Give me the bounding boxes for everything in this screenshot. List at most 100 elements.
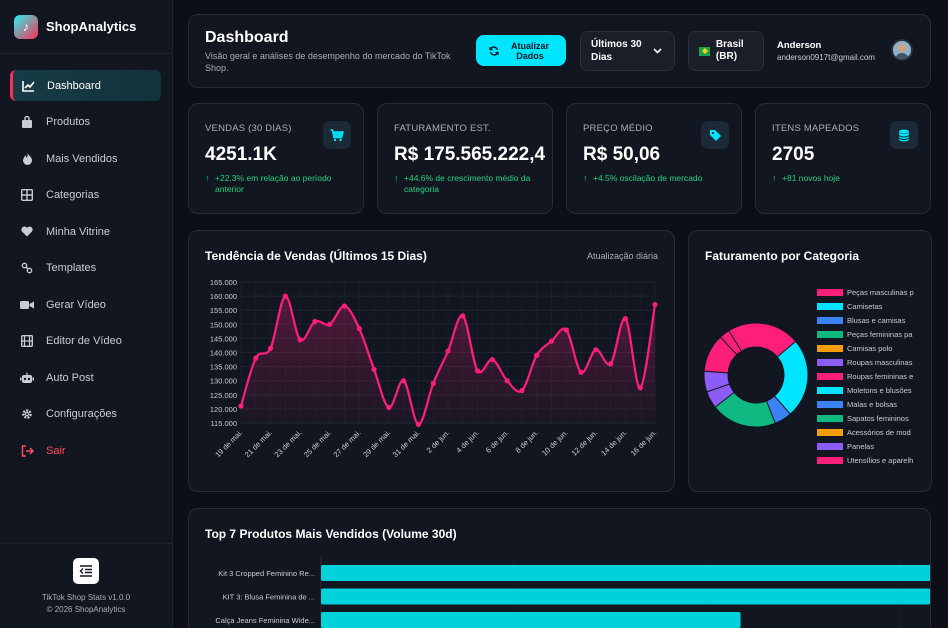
y-tick-label: 125.000 [210,391,237,400]
sidebar-item-minha-vitrine[interactable]: Minha Vitrine [10,216,161,247]
legend-item[interactable]: Peças femininas pa [817,327,917,341]
app-version: TikTok Shop Stats v1.0.0 [41,593,131,602]
y-tick-label: 140.000 [210,349,237,358]
data-point [356,325,362,332]
legend-item[interactable]: Roupas masculinas [817,355,917,369]
legend-item[interactable]: Blusas e camisas [817,313,917,327]
legend-swatch [817,344,843,352]
legend-swatch [817,330,843,338]
y-tick-label: 155.000 [210,306,237,315]
stat-value: R$ 50,06 [583,144,661,165]
data-point [460,313,466,319]
legend-item[interactable]: Camisas polo [817,341,917,355]
fire-icon [20,152,34,166]
legend-swatch [817,414,843,422]
sidebar-item-sair[interactable]: Sair [10,435,161,466]
arrow-up-icon: ↑ [583,173,588,183]
sidebar-item-label: Templates [46,262,97,274]
legend-swatch [817,288,843,296]
data-point [622,316,629,322]
brand[interactable]: ♪ ShopAnalytics [0,0,172,54]
data-point [578,369,584,375]
sales-trend-card: Tendência de Vendas (Últimos 15 Dias) At… [188,230,675,492]
data-point [489,356,495,363]
bag-icon [20,115,34,129]
y-tick-label: 135.000 [210,363,237,372]
sidebar-item-categorias[interactable]: Categorias [10,180,161,211]
refresh-data-button[interactable]: Atualizar Dados [476,35,566,66]
legend-item[interactable]: Roupas femininas e [817,369,917,383]
sidebar-item-dashboard[interactable]: Dashboard [10,70,161,101]
period-select[interactable]: Últimos 30 Dias [580,31,675,71]
stat-card-revenue: FATURAMENTO EST. R$ 175.565.222,4 ↑ +44.6… [377,103,553,214]
cart-icon [323,121,351,149]
x-tick-label: 4 de jun. [454,428,481,455]
sidebar-item-configuracoes[interactable]: Configurações [10,399,161,430]
sidebar-item-produtos[interactable]: Produtos [10,107,161,138]
data-point [312,318,318,325]
legend-item[interactable]: Malas e bolsas [817,397,917,411]
legend-item[interactable]: Acessórios de mod [817,425,917,439]
stat-card-items: ITENS MAPEADOS 2705 ↑ +81 novos hoje [755,103,931,214]
film-icon [20,334,34,348]
copyright: © 2026 ShopAnalytics [46,605,126,614]
sidebar-item-label: Minha Vitrine [46,225,110,238]
grid-icon [20,188,34,202]
arrow-up-icon: ↑ [205,173,210,183]
sidebar-item-mais-vendidos[interactable]: Mais Vendidos [10,143,161,174]
robot-icon [20,371,34,385]
y-tick-label: 120.000 [210,405,237,414]
legend-swatch [817,386,843,394]
legend-item[interactable]: Camisetas [817,299,917,313]
data-point [519,387,525,394]
legend-item[interactable]: Moletons e blusões [817,383,917,397]
data-point [386,404,392,411]
legend-swatch [817,316,843,324]
x-tick-label: 23 de mai. [272,428,303,459]
y-tick-label: 165.000 [210,278,237,287]
top-products-card: Top 7 Produtos Mais Vendidos (Volume 30d… [188,508,931,628]
app-name: ShopAnalytics [46,19,137,34]
bar [321,565,930,581]
menu-collapse-icon [79,565,92,577]
legend-item[interactable]: Utensílios e aparelh [817,453,917,467]
collapse-sidebar-button[interactable] [73,558,99,584]
data-point [341,303,348,309]
legend-item[interactable]: Peças masculinas p [817,285,917,299]
legend-item[interactable]: Panelas [817,439,917,453]
legend-swatch [817,302,843,310]
legend-swatch [817,358,843,366]
chart-legend: Peças masculinas p Camisetas Blusas e cami… [817,285,917,467]
stat-value: 2705 [772,144,815,165]
legend-label: Moletons e blusões [847,385,912,395]
data-point [474,368,481,374]
x-tick-label: 16 de jun. [629,428,659,458]
sidebar-item-label: Produtos [46,116,91,128]
top-products-bar-chart[interactable]: Kit 3 Cropped Feminino Re... KIT 3: Blusa… [189,539,930,628]
chart-line-icon [21,79,35,93]
legend-label: Camisetas [847,301,883,311]
bar [321,588,930,605]
user-email: anderson0917t@gmail.com [777,53,875,62]
sidebar-item-auto-post[interactable]: Auto Post [10,362,161,393]
stat-delta-text: +81 novos hoje [782,173,840,183]
sidebar-item-gerar-video[interactable]: Gerar Vídeo [10,289,161,320]
data-point [371,366,377,373]
sidebar-item-templates[interactable]: Templates [10,253,161,284]
arrow-up-icon: ↑ [394,173,399,183]
x-tick-label: 14 de jun. [599,428,629,458]
category-donut-chart[interactable] [704,323,814,433]
stat-label: ITENS MAPEADOS [772,123,860,134]
data-point [282,293,288,299]
x-tick-label: 29 de mai. [361,428,392,459]
x-tick-label: 10 de jun. [540,428,570,458]
sidebar-item-editor-de-video[interactable]: Editor de Vídeo [10,326,161,357]
chevron-down-icon [653,48,662,54]
x-tick-label: 27 de mai. [332,428,363,459]
sales-line-chart[interactable]: 165.000 160.000 155.000 150.000 145.000 140.0… [189,261,674,491]
legend-label: Peças masculinas p [847,287,914,297]
country-select[interactable]: Brasil (BR) [688,31,764,71]
avatar[interactable] [891,39,913,61]
legend-item[interactable]: Sapatos femininos [817,411,917,425]
sidebar-footer: TikTok Shop Stats v1.0.0 © 2026 ShopAnal… [0,543,172,628]
